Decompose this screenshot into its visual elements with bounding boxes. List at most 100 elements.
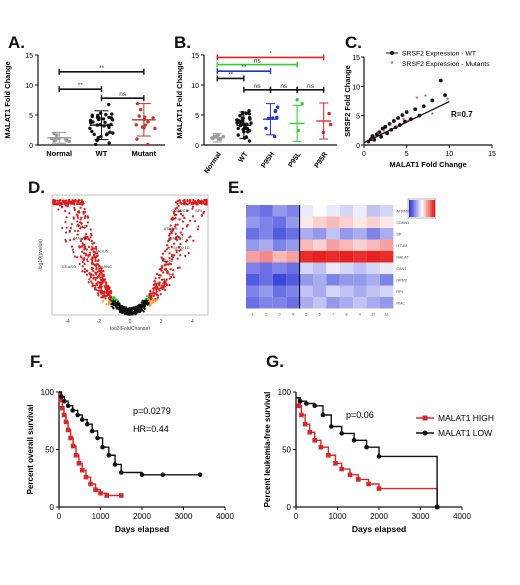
censor-marker: [98, 490, 103, 496]
volcano-point: [100, 286, 103, 290]
x-tick-label: 2000: [133, 512, 151, 521]
volcano-point: [83, 216, 86, 220]
volcano-point: [90, 234, 93, 237]
heatmap-cell: [259, 262, 273, 274]
heatmap-cell: [272, 216, 287, 228]
volcano-point: [143, 306, 146, 310]
volcano-point: [69, 226, 73, 229]
volcano-point: [54, 203, 58, 206]
volcano-point: [78, 262, 81, 266]
data-point: [236, 126, 240, 131]
volcano-point: [193, 202, 196, 205]
heatmap-row-label: MALAT: [396, 256, 409, 260]
data-point: [96, 135, 101, 140]
data-point: [240, 119, 245, 123]
volcano-point: [80, 222, 83, 225]
volcano-point: [200, 213, 203, 217]
color-key-swatch: [429, 200, 432, 217]
chart-e: ATPAN3 CDKN1 SP HTUM MALAT CANT NPM2 RPL RMC 1 2 3 4…: [246, 198, 436, 317]
data-point: [295, 98, 299, 102]
censor-marker: [93, 487, 98, 493]
censor-marker: [104, 493, 110, 498]
volcano-point: [168, 234, 171, 237]
volcano-point: [160, 269, 163, 272]
volcano-point: [179, 209, 182, 212]
x-tick-label: 1000: [92, 512, 110, 521]
significance-label: ns: [119, 91, 127, 98]
volcano-point: [88, 272, 91, 275]
volcano-point: [140, 304, 143, 307]
color-key-swatch: [414, 200, 416, 217]
gene-label: ATMUR: [164, 226, 178, 231]
data-point-wt: [370, 134, 375, 139]
volcano-point: [187, 251, 190, 255]
volcano-point: [205, 198, 208, 201]
volcano-point: [180, 202, 183, 205]
volcano-point: [106, 289, 109, 293]
volcano-point: [94, 257, 97, 260]
volcano-point: [110, 302, 113, 306]
volcano-point: [171, 227, 175, 230]
volcano-point: [83, 270, 86, 274]
x-axis-label: Days elapsed: [115, 524, 169, 534]
volcano-point: [78, 199, 81, 202]
censor-marker: [60, 405, 65, 411]
heatmap-cell: [326, 228, 340, 240]
data-point-wt: [374, 132, 379, 137]
volcano-point: [172, 217, 175, 221]
heatmap-cell: [326, 216, 340, 228]
y-tick-label: 10: [352, 84, 360, 91]
volcano-point: [104, 297, 107, 300]
volcano-point: [80, 237, 83, 241]
volcano-point: [115, 302, 118, 305]
censor-marker: [100, 444, 105, 450]
volcano-point: [152, 287, 155, 290]
volcano-point: [73, 203, 76, 206]
volcano-point: [121, 309, 124, 312]
volcano-point: [155, 290, 158, 293]
volcano-point: [94, 259, 97, 262]
y-axis-label: -log10(pvalue): [38, 239, 44, 271]
heatmap-cell: [246, 228, 260, 240]
censor-marker: [312, 438, 317, 443]
panel-label-f: F.: [30, 352, 44, 371]
data-point-wt: [443, 93, 447, 98]
volcano-point: [73, 255, 77, 258]
volcano-point: [149, 298, 153, 301]
chart-g: 0 1000 2000 3000 4000 0 50 100 Days elapsed Perce…: [263, 388, 494, 534]
censor-marker: [61, 412, 67, 418]
volcano-point: [130, 306, 133, 310]
volcano-point: [173, 242, 176, 245]
volcano-point: [128, 307, 131, 310]
panel-label-e: E.: [228, 178, 245, 197]
volcano-point: [163, 278, 166, 281]
data-point: [55, 133, 59, 137]
volcano-point: [98, 274, 101, 278]
volcano-point: [95, 288, 98, 291]
volcano-point: [85, 248, 88, 251]
data-point: [110, 112, 114, 116]
y-tick-label: 100: [41, 388, 55, 397]
volcano-point: [176, 235, 179, 238]
data-point: [101, 117, 106, 121]
censor-marker: [76, 461, 82, 466]
censor-marker: [326, 452, 331, 458]
x-axis-label: MALAT1 Fold Change: [389, 160, 466, 169]
heatmap-row-label: ATPAN3: [396, 210, 410, 214]
data-point: [135, 137, 139, 141]
y-tick-label: 5: [195, 113, 199, 120]
x-tick-label: P95R: [314, 151, 330, 169]
heatmap-col-label: 11: [385, 313, 389, 317]
volcano-point: [167, 246, 170, 249]
volcano-point: [175, 249, 178, 252]
volcano-point: [97, 286, 100, 289]
volcano-point: [96, 283, 99, 287]
heatmap-cell: [339, 239, 354, 251]
color-key-swatch: [422, 200, 424, 217]
volcano-point: [102, 280, 105, 283]
significance-label: **: [78, 82, 84, 89]
heatmap-cell: [246, 274, 260, 286]
y-tick-label: 0: [50, 503, 55, 512]
data-point: [105, 132, 109, 136]
significance-label: **: [99, 65, 105, 72]
